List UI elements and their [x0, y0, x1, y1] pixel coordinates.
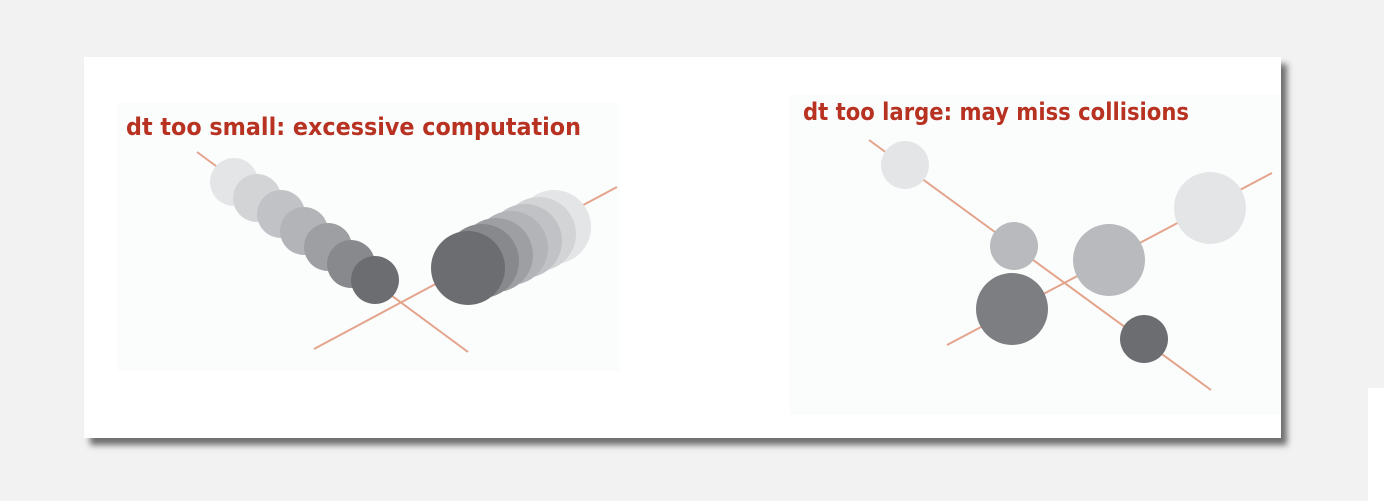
left-panel: dt too small: excessive computation — [126, 113, 618, 353]
right-ball-a-step-1 — [881, 141, 929, 189]
right-ball-b-step-3 — [976, 273, 1048, 345]
right-panel: dt too large: may miss collisions — [803, 98, 1273, 391]
right-ball-a-step-3 — [1120, 315, 1168, 363]
corner-box — [1368, 388, 1384, 501]
left-ball-b-step-7 — [431, 231, 505, 305]
right-caption: dt too large: may miss collisions — [803, 98, 1189, 126]
left-caption: dt too small: excessive computation — [126, 113, 581, 141]
left-ball-a-step-7 — [351, 256, 399, 304]
right-ball-b-step-1 — [1174, 172, 1246, 244]
right-ball-a-step-2 — [990, 222, 1038, 270]
right-ball-b-step-2 — [1073, 224, 1145, 296]
